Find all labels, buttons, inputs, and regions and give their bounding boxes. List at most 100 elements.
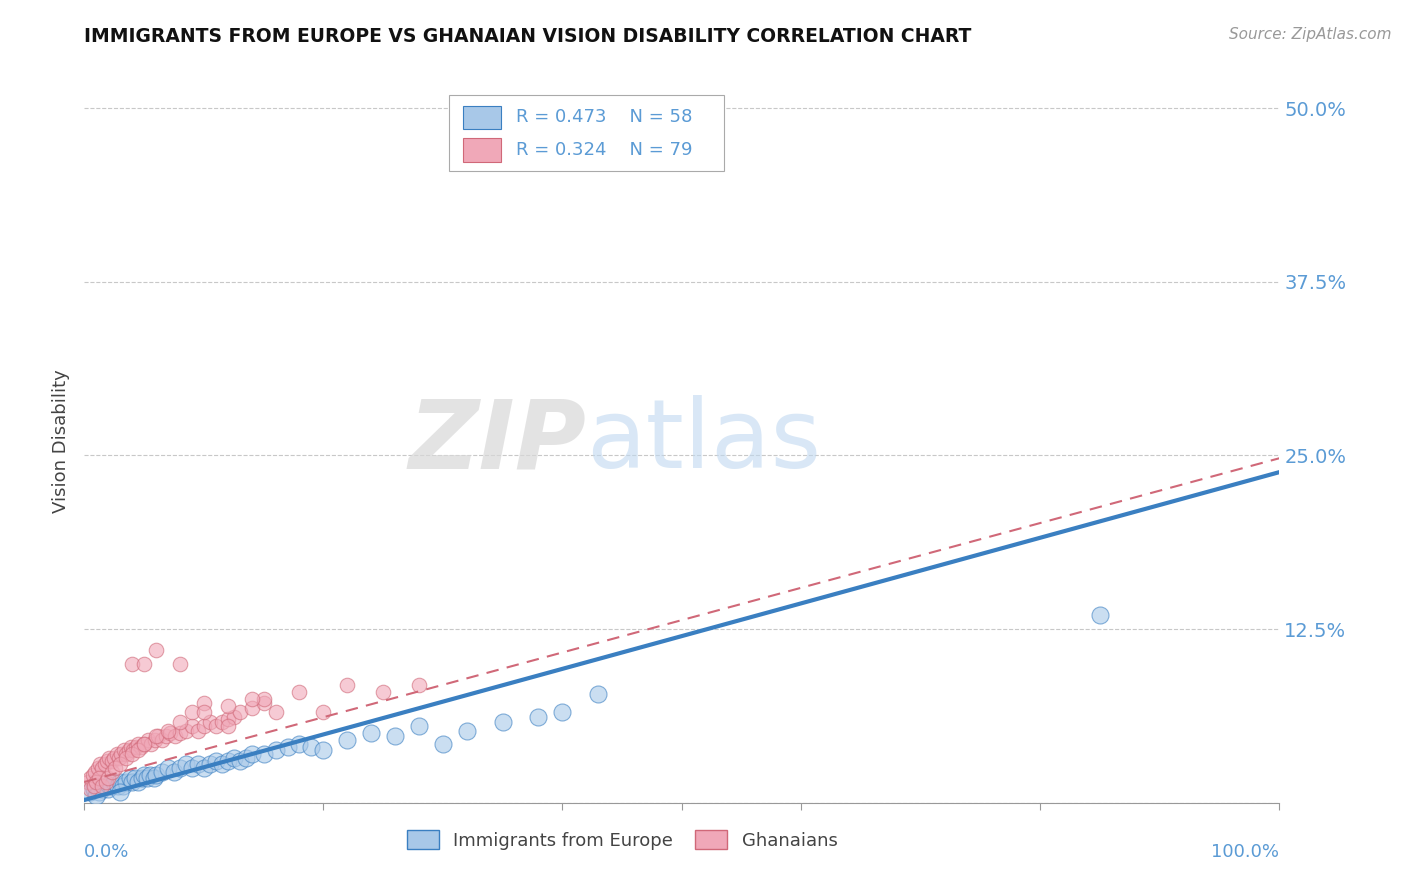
Point xyxy=(217,713,239,727)
Text: R = 0.324    N = 79: R = 0.324 N = 79 xyxy=(516,141,692,159)
Point xyxy=(86,761,108,775)
Point xyxy=(139,768,162,782)
Point xyxy=(169,726,191,740)
Point xyxy=(193,706,215,720)
Point xyxy=(181,719,204,733)
Point xyxy=(101,765,124,780)
Point xyxy=(150,733,173,747)
Point xyxy=(91,779,114,793)
Point xyxy=(336,678,359,692)
Point xyxy=(107,779,129,793)
Point xyxy=(222,709,245,723)
Point xyxy=(211,756,233,771)
Text: R = 0.473    N = 58: R = 0.473 N = 58 xyxy=(516,109,692,127)
Point xyxy=(165,729,187,743)
Point xyxy=(103,751,125,765)
Point xyxy=(384,729,406,743)
Point xyxy=(145,643,167,657)
Point xyxy=(492,715,515,730)
Point xyxy=(142,771,165,785)
Text: ZIP: ZIP xyxy=(408,395,586,488)
Point xyxy=(193,696,215,710)
Point xyxy=(288,738,311,752)
Point xyxy=(121,747,143,761)
Point xyxy=(91,781,114,796)
Point xyxy=(121,657,143,671)
Point xyxy=(103,775,125,789)
Point xyxy=(79,771,101,785)
Point xyxy=(132,768,156,782)
Text: IMMIGRANTS FROM EUROPE VS GHANAIAN VISION DISABILITY CORRELATION CHART: IMMIGRANTS FROM EUROPE VS GHANAIAN VISIO… xyxy=(84,27,972,45)
Point xyxy=(110,756,132,771)
Point xyxy=(240,747,263,761)
Point xyxy=(193,761,215,775)
Bar xyxy=(463,138,502,162)
Point xyxy=(83,779,105,793)
Point xyxy=(157,723,180,738)
Point xyxy=(94,775,117,789)
Y-axis label: Vision Disability: Vision Disability xyxy=(52,369,70,514)
Point xyxy=(127,775,149,789)
Point xyxy=(198,756,221,771)
Point xyxy=(87,771,110,785)
Point xyxy=(588,687,610,701)
Point xyxy=(96,754,118,768)
Point xyxy=(205,719,228,733)
Point xyxy=(240,701,263,715)
Point xyxy=(229,706,252,720)
Point xyxy=(117,743,139,757)
Point xyxy=(174,756,197,771)
Point xyxy=(127,743,149,757)
Point xyxy=(240,691,263,706)
Point xyxy=(86,789,108,803)
Point xyxy=(159,726,181,740)
Point xyxy=(301,740,323,755)
Point xyxy=(86,779,108,793)
Point xyxy=(169,715,191,730)
Point xyxy=(169,761,191,775)
Point xyxy=(181,761,204,775)
Point xyxy=(97,781,120,796)
Point xyxy=(105,747,128,761)
Point xyxy=(122,743,145,757)
Point xyxy=(100,779,122,793)
Point xyxy=(94,779,117,793)
Point xyxy=(235,751,257,765)
Point xyxy=(148,729,170,743)
Point xyxy=(129,740,152,755)
Point xyxy=(86,775,108,789)
Point xyxy=(264,706,287,720)
Point xyxy=(222,751,245,765)
Point xyxy=(408,719,430,733)
Point xyxy=(217,754,239,768)
Point xyxy=(115,747,138,761)
Point xyxy=(187,723,209,738)
Point xyxy=(110,785,132,799)
Point xyxy=(131,771,153,785)
Point xyxy=(174,723,197,738)
Point xyxy=(288,684,311,698)
Point xyxy=(551,706,574,720)
Point xyxy=(112,743,135,757)
Point xyxy=(124,771,146,785)
Legend: Immigrants from Europe, Ghanaians: Immigrants from Europe, Ghanaians xyxy=(398,822,846,859)
Point xyxy=(115,775,138,789)
Point xyxy=(82,768,104,782)
Point xyxy=(155,729,177,743)
Point xyxy=(135,771,157,785)
Point xyxy=(104,761,127,775)
Point xyxy=(157,761,180,775)
Point xyxy=(91,761,114,775)
Point xyxy=(136,733,159,747)
Point xyxy=(111,779,134,793)
Point xyxy=(79,781,101,796)
Point xyxy=(150,765,173,780)
Point xyxy=(229,754,252,768)
Text: 100.0%: 100.0% xyxy=(1212,843,1279,861)
Bar xyxy=(463,105,502,129)
Point xyxy=(143,733,166,747)
Point xyxy=(115,751,138,765)
Point xyxy=(132,738,156,752)
Point xyxy=(336,733,359,747)
Point xyxy=(93,756,115,771)
